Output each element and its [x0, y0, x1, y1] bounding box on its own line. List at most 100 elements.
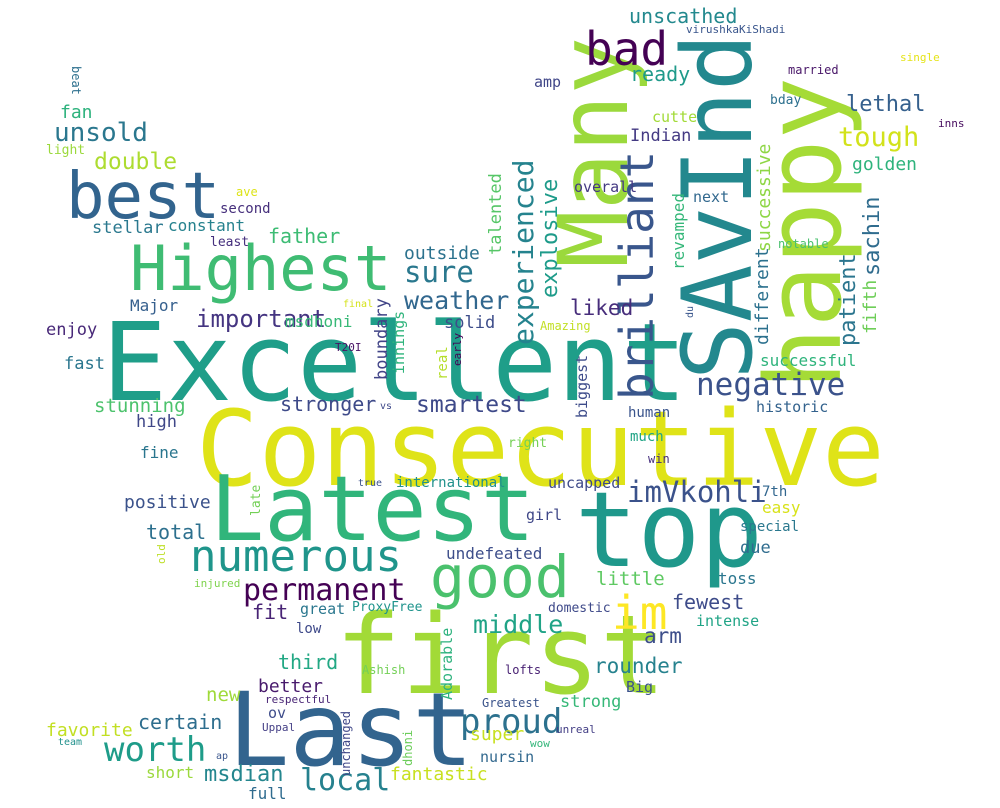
word: nursin [480, 748, 535, 766]
word: team [58, 737, 83, 748]
word: 7th [762, 484, 788, 500]
word: ap [216, 751, 229, 762]
word: favorite [46, 720, 133, 741]
word: unreal [556, 723, 596, 736]
word: undefeated [446, 544, 543, 563]
word: middle [473, 610, 564, 639]
word: constant [168, 216, 246, 235]
word: stellar [92, 218, 164, 238]
word: Amazing [540, 319, 591, 333]
word: final [343, 299, 374, 310]
word: arm [644, 624, 682, 648]
word: imVkohli [627, 475, 767, 509]
word: international [396, 475, 506, 491]
word: total [146, 520, 207, 544]
word: strong [560, 692, 622, 712]
word: ready [630, 62, 691, 86]
word: liked [570, 296, 634, 320]
word: Indian [630, 126, 692, 146]
word: dhoni [401, 729, 415, 766]
word: innings [390, 310, 408, 374]
word: experienced [507, 159, 540, 345]
word: full [248, 784, 287, 803]
word: boundary [372, 298, 392, 380]
word: solid [444, 313, 496, 333]
word: historic [756, 398, 829, 416]
word: ProxyFree [352, 600, 423, 615]
word: little [596, 568, 665, 590]
word: fifth [860, 279, 881, 334]
word: respectful [265, 693, 332, 706]
word: Greatest [482, 696, 540, 710]
word: Uppal [262, 721, 296, 734]
word: virushkaKiShadi [686, 23, 786, 36]
word: late [249, 484, 264, 516]
word: light [46, 143, 86, 158]
word: fine [140, 443, 179, 462]
word: tough [838, 122, 920, 153]
word: smartest [416, 392, 527, 418]
word: fan [60, 102, 93, 123]
word: Highest [130, 232, 392, 305]
word: inns [938, 117, 965, 130]
word: double [94, 149, 178, 175]
word: Consecutive [196, 388, 885, 510]
word: win [648, 452, 670, 466]
word: unsold [54, 118, 148, 148]
word: negative [696, 367, 846, 403]
word: wow [530, 737, 550, 750]
word: domestic [548, 601, 611, 616]
word: fantastic [390, 764, 488, 785]
word: unscathed [629, 4, 738, 28]
word: msdhoni [285, 312, 353, 331]
word: true [358, 478, 383, 489]
word: lethal [846, 92, 926, 117]
word: due [740, 538, 771, 558]
word: real [435, 346, 451, 380]
word: much [630, 429, 664, 445]
word: fast [64, 354, 105, 374]
word: worth [104, 730, 207, 770]
word: bday [770, 93, 802, 108]
word: stunning [94, 395, 186, 417]
word: third [278, 650, 339, 674]
word: best [66, 160, 221, 234]
word: explosive [538, 178, 563, 298]
word: vs [380, 401, 393, 412]
word: permanent [243, 573, 406, 608]
word: ov [268, 704, 287, 722]
word: high [136, 412, 177, 432]
word: cutte [652, 108, 698, 126]
word: successive [754, 143, 775, 252]
word: stronger [280, 392, 377, 416]
word: unchanged [339, 710, 353, 776]
word: least [210, 235, 250, 250]
word: Latest [210, 457, 536, 562]
word: new [206, 684, 241, 706]
word: right [508, 436, 548, 451]
word: different [752, 247, 773, 345]
word: special [740, 519, 800, 535]
word: sachin [860, 196, 885, 276]
word: old [155, 544, 168, 564]
word: patient [836, 253, 861, 346]
word: lofts [505, 663, 542, 677]
word: short [146, 763, 195, 782]
word: girl [526, 506, 563, 524]
word: local [300, 763, 391, 798]
word: intense [696, 612, 760, 630]
word: great [300, 600, 346, 618]
word: married [788, 63, 839, 77]
word: ave [236, 185, 258, 199]
word: low [296, 621, 322, 637]
word: early [451, 332, 464, 366]
word: easy [762, 498, 801, 517]
word: positive [124, 492, 211, 513]
word: uncapped [548, 474, 621, 492]
word: human [628, 405, 671, 421]
word: Ashish [362, 663, 406, 677]
word: super [470, 724, 525, 745]
word: fit [252, 600, 289, 624]
word: numerous [190, 531, 402, 582]
